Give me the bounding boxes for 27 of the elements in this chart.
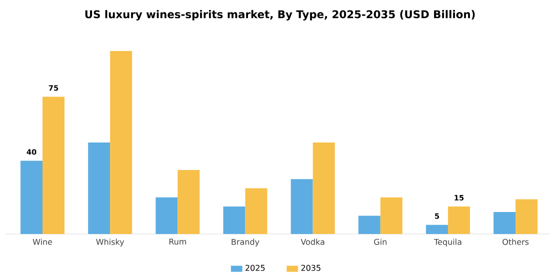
x-tick-label: Tequila <box>434 238 462 246</box>
x-tick-label: Gin <box>374 238 386 245</box>
x-tick-label: Others <box>502 238 529 245</box>
bar <box>494 212 516 234</box>
bar <box>88 142 110 234</box>
x-tick-label: Wine <box>32 238 52 245</box>
bar <box>178 170 200 234</box>
bar <box>380 197 402 234</box>
bar <box>42 96 65 234</box>
x-tick-label: Rum <box>169 238 186 245</box>
bar <box>156 197 178 234</box>
bar <box>358 216 380 234</box>
x-tick-label: Brandy <box>232 238 260 246</box>
x-tick-label: Vodka <box>300 238 324 245</box>
x-tick-label: Whisky <box>96 238 124 246</box>
bar <box>20 160 43 234</box>
legend-label: 2025 <box>246 264 265 271</box>
legend-label: 2035 <box>301 264 320 271</box>
bar <box>448 206 470 234</box>
chart-title: US luxury wines-spirits market, By Type, 2025-2035 (USD Billion) <box>85 10 475 20</box>
bar <box>312 142 335 234</box>
bar <box>223 206 246 234</box>
bar <box>516 199 538 234</box>
bar <box>426 224 448 234</box>
bar <box>290 179 313 234</box>
bar <box>245 188 268 234</box>
bar <box>110 50 132 234</box>
